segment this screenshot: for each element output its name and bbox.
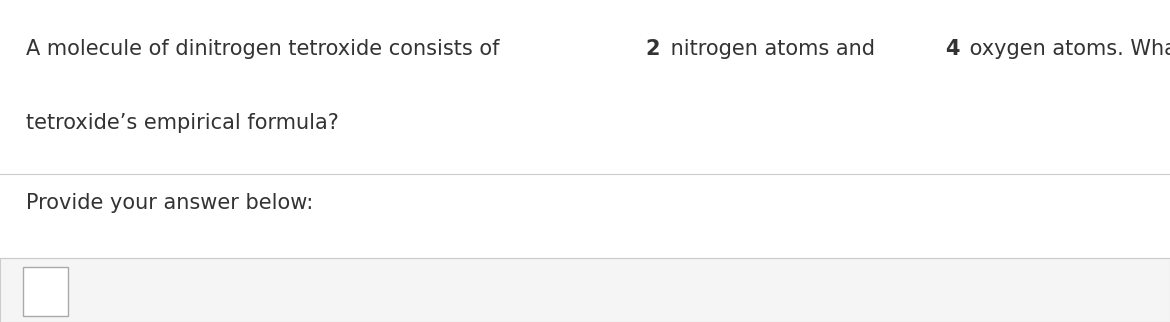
Text: 4: 4: [944, 39, 959, 59]
Text: 2: 2: [646, 39, 660, 59]
Text: Provide your answer below:: Provide your answer below:: [26, 193, 314, 213]
Text: A molecule of dinitrogen tetroxide consists of: A molecule of dinitrogen tetroxide consi…: [26, 39, 505, 59]
Text: tetroxide’s empirical formula?: tetroxide’s empirical formula?: [26, 113, 338, 133]
FancyBboxPatch shape: [23, 267, 68, 316]
Text: oxygen atoms. What is dinitrogen: oxygen atoms. What is dinitrogen: [963, 39, 1170, 59]
FancyBboxPatch shape: [0, 258, 1170, 322]
Text: nitrogen atoms and: nitrogen atoms and: [663, 39, 881, 59]
